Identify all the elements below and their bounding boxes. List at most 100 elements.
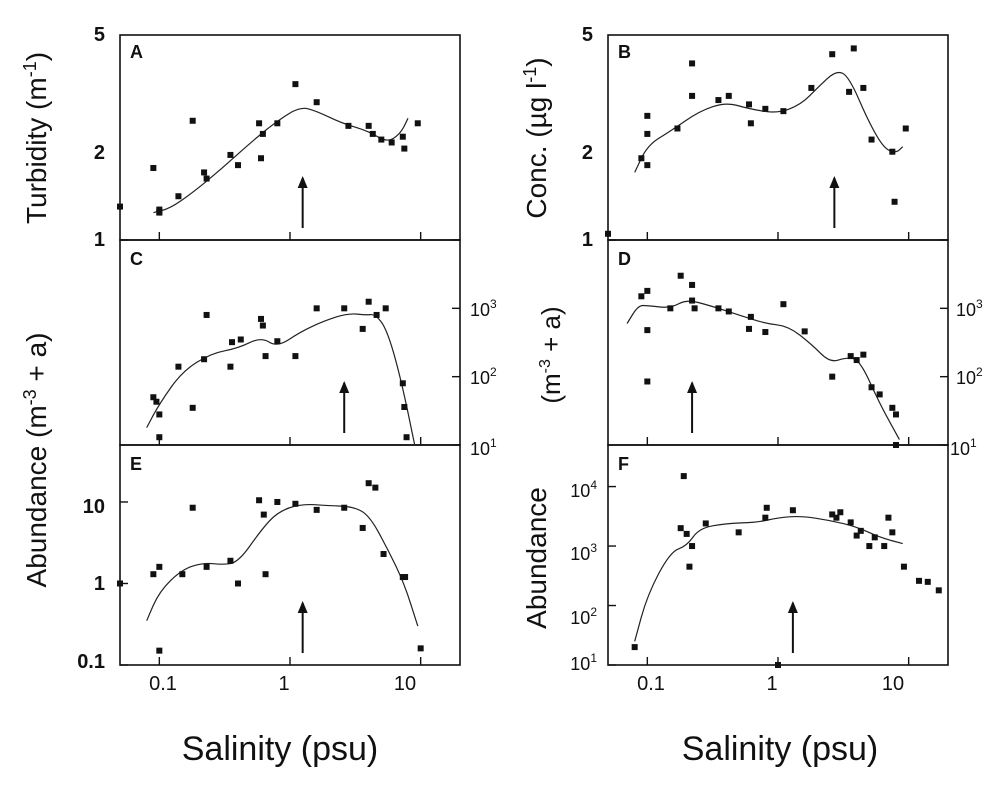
data-point-a (175, 193, 182, 200)
data-point-d (644, 378, 651, 385)
data-point-b (889, 148, 896, 155)
data-point-e (417, 645, 424, 652)
y2tick-c-3: 103 (470, 297, 497, 320)
data-point-f (631, 644, 638, 651)
xlabel-right: Salinity (psu) (682, 730, 879, 768)
data-point-d (860, 351, 867, 358)
data-point-a (259, 130, 266, 137)
data-point-f (881, 543, 888, 550)
data-point-f (689, 543, 696, 550)
data-point-a (274, 120, 281, 127)
data-point-e (262, 571, 269, 578)
data-point-f (686, 563, 693, 570)
data-point-d (638, 293, 645, 300)
ytick-e-1: 1 (94, 573, 105, 595)
data-point-a (365, 122, 372, 129)
data-point-e (156, 647, 163, 654)
y2tick-c-1: 101 (470, 436, 497, 459)
data-point-f (763, 504, 770, 511)
data-point-f (924, 578, 931, 585)
data-point-c (156, 411, 163, 418)
data-point-d (868, 384, 875, 391)
data-point-f (677, 525, 684, 532)
data-point-a (313, 99, 320, 106)
data-point-f (829, 511, 836, 518)
ytick-e-0.1: 0.1 (77, 651, 105, 673)
data-point-a (401, 145, 408, 152)
data-point-a (201, 169, 208, 176)
data-point-a (345, 122, 352, 129)
data-point-b (746, 101, 753, 108)
data-point-d (644, 287, 651, 294)
data-point-b (846, 88, 853, 95)
data-point-f (837, 509, 844, 516)
data-point-d (747, 313, 754, 320)
data-point-e (203, 563, 210, 570)
data-point-c (262, 353, 269, 360)
data-point-a (256, 120, 263, 127)
data-point-a (378, 136, 385, 143)
panel-label-b: B (618, 42, 631, 62)
data-point-d (691, 305, 698, 312)
ytick-f-1: 101 (570, 651, 597, 674)
data-point-e (227, 557, 234, 564)
fit-curve-f (634, 515, 903, 642)
data-point-d (677, 272, 684, 279)
data-point-a (399, 133, 406, 140)
data-point-e (189, 504, 196, 511)
data-point-b (868, 136, 875, 143)
data-point-e (179, 571, 186, 578)
data-point-a (227, 151, 234, 158)
xlabel-left: Salinity (psu) (182, 730, 379, 768)
y2tick-d-3: 103 (956, 297, 983, 320)
data-point-c (399, 380, 406, 387)
ytick-b-2: 2 (582, 142, 593, 164)
data-point-d (715, 305, 722, 312)
data-point-d (644, 327, 651, 334)
data-point-c (274, 338, 281, 345)
data-point-c (258, 315, 265, 322)
data-point-b (644, 130, 651, 137)
y2tick-c-2: 102 (470, 365, 497, 388)
data-point-b (747, 120, 754, 127)
data-point-f (916, 577, 923, 584)
data-point-e (260, 511, 267, 518)
panel-label-e: E (130, 454, 142, 474)
data-point-b (644, 162, 651, 169)
data-point-f (885, 514, 892, 521)
data-point-e (341, 504, 348, 511)
data-point-f (935, 587, 942, 594)
data-point-a (203, 175, 210, 182)
data-point-b (780, 108, 787, 115)
data-point-e (117, 580, 123, 587)
data-point-e (274, 498, 281, 505)
data-point-e (292, 500, 299, 507)
panel-label-d: D (618, 249, 631, 269)
data-point-f (775, 662, 781, 668)
data-point-f (889, 529, 896, 536)
arrow-head-d (687, 381, 698, 393)
data-point-c (401, 403, 408, 410)
data-point-b (891, 198, 898, 205)
data-point-f (762, 514, 769, 521)
arrow-head-f (787, 601, 798, 613)
arrow-head-e (297, 601, 308, 613)
data-point-b (829, 51, 836, 58)
data-point-e (359, 524, 366, 531)
data-point-c (365, 298, 372, 305)
data-point-a (369, 130, 376, 137)
data-point-b (644, 112, 651, 119)
data-point-a (258, 155, 265, 162)
data-point-a (189, 117, 196, 124)
data-point-d (893, 442, 900, 448)
panel-label-f: F (618, 454, 629, 474)
data-point-c (150, 394, 157, 401)
data-point-c (189, 404, 196, 411)
data-point-e (256, 497, 263, 504)
data-point-a (388, 139, 395, 146)
data-point-a (117, 203, 123, 210)
panel-label-a: A (130, 42, 143, 62)
data-point-c (341, 305, 348, 312)
data-point-a (235, 162, 242, 169)
